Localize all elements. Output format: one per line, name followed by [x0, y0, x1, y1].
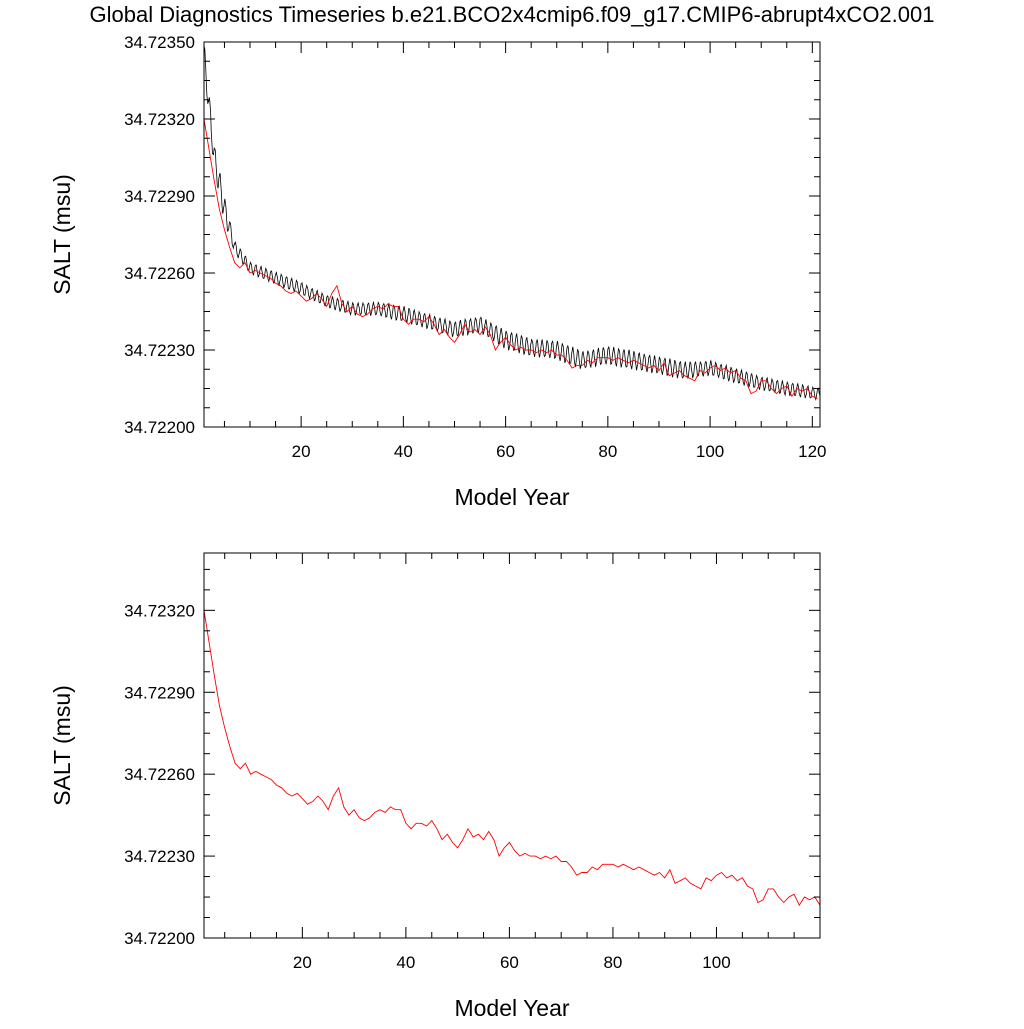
y-tick-label: 34.72260	[124, 765, 195, 784]
chart-panel-1: 34.72200 34.72230 34.72260 34.72290 34.72320…	[49, 33, 827, 510]
y-tick-label: 34.72350	[124, 33, 195, 52]
y-tick-label: 34.72290	[124, 187, 195, 206]
figure-title: Global Diagnostics Timeseries b.e21.BCO2…	[89, 2, 935, 27]
x-tick-label: 20	[293, 953, 312, 972]
x-tick-label: 120	[798, 442, 826, 461]
series-line-monthly	[204, 46, 820, 401]
x-tick-label: 60	[500, 953, 519, 972]
y-tick-label: 34.72200	[124, 929, 195, 948]
y-axis-label: SALT (msu)	[49, 685, 75, 806]
chart-panel-2: 34.72200 34.72230 34.72260 34.72290 34.72320…	[49, 552, 821, 1021]
x-tick-label: 20	[292, 442, 311, 461]
x-tick-label: 40	[396, 953, 415, 972]
y-tick-label: 34.72230	[124, 341, 195, 360]
x-tick-label: 100	[702, 953, 730, 972]
y-tick-label: 34.72200	[124, 418, 195, 437]
y-tick-label: 34.72260	[124, 264, 195, 283]
y-axis-label: SALT (msu)	[49, 174, 75, 295]
x-tick-label: 80	[598, 442, 617, 461]
x-axis-label: Model Year	[454, 995, 569, 1021]
plot-frame	[203, 41, 821, 428]
series-line-annual	[204, 118, 818, 400]
x-axis-label: Model Year	[454, 484, 569, 510]
series-line-annual	[204, 610, 820, 907]
y-tick-label: 34.72320	[124, 110, 195, 129]
plot-frame	[203, 552, 821, 939]
x-tick-label: 100	[696, 442, 724, 461]
x-tick-label: 40	[394, 442, 413, 461]
y-tick-label: 34.72320	[124, 601, 195, 620]
x-tick-label: 60	[496, 442, 515, 461]
x-tick-label: 80	[603, 953, 622, 972]
y-tick-label: 34.72230	[124, 847, 195, 866]
y-tick-label: 34.72290	[124, 683, 195, 702]
